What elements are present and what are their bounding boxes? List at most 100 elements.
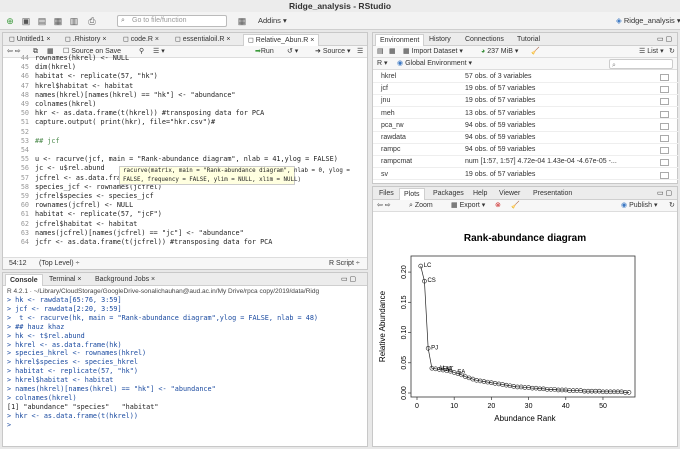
tab-tutorial[interactable]: Tutorial (517, 36, 541, 43)
code-line[interactable]: 58 species_jcf <- rownames(jcfrel) (3, 183, 162, 192)
back-arrow-icon[interactable]: ⇦ ⇨ (7, 48, 21, 55)
view-table-icon[interactable] (660, 171, 669, 179)
tab-files[interactable]: Files (379, 190, 394, 197)
save-all-icon[interactable]: ▥ (69, 16, 79, 26)
code-line[interactable]: 44 rownames(hkrel) <- NULL (3, 54, 129, 63)
open-project-icon[interactable]: ▣ (21, 16, 31, 26)
tab-rhistory[interactable]: ◻ .Rhistory × (65, 36, 107, 43)
code-line[interactable]: 50 hkr <- as.data.frame(t(hkrel)) #transp… (3, 109, 264, 118)
view-table-icon[interactable] (660, 110, 669, 118)
refresh-icon[interactable]: ↻ (669, 48, 675, 55)
refresh-icon[interactable]: ↻ (669, 202, 675, 209)
tab-untitled1[interactable]: ◻ Untitled1 × (9, 36, 51, 43)
code-line[interactable]: 60 rownames(jcfrel) <- NULL (3, 201, 133, 210)
tab-essentialoil-r[interactable]: ◻ essentialoil.R × (175, 36, 231, 43)
view-table-icon[interactable] (660, 135, 669, 142)
minimize-icon[interactable]: ▭ ▢ (657, 190, 673, 197)
environment-row[interactable]: pca_rw 94 obs. of 59 variables (373, 121, 679, 132)
code-line[interactable]: 56 jc <- u$rel.abund (3, 164, 105, 173)
open-workspace-icon[interactable]: ▤ (377, 48, 384, 55)
run-button[interactable]: ➡Run (255, 48, 274, 55)
print-icon[interactable]: ⎙ (88, 16, 96, 26)
save-workspace-icon[interactable]: ▦ (389, 48, 396, 55)
tab-environment[interactable]: Environment (375, 34, 425, 46)
environment-row[interactable]: rawdata 94 obs. of 59 variables (373, 133, 679, 144)
publish-button[interactable]: ◉ Publish ▾ (621, 202, 658, 209)
tab-presentation[interactable]: Presentation (533, 190, 573, 197)
source-button[interactable]: ➜ Source ▾ (315, 48, 351, 55)
tab-relative-abun-r[interactable]: ◻ Relative_Abun.R × (243, 34, 320, 46)
tab-console[interactable]: Console (5, 274, 43, 286)
previous-plot-icon[interactable]: ⇦ ⇨ (377, 202, 391, 209)
save-file-icon[interactable]: ▦ (47, 48, 54, 55)
code-line[interactable]: 64 jcfr <- as.data.frame(t(jcfrel)) #tran… (3, 238, 273, 247)
view-table-icon[interactable] (660, 159, 669, 167)
scope-selector[interactable]: (Top Level) ÷ (39, 260, 80, 267)
tab-viewer[interactable]: Viewer (499, 190, 521, 197)
clear-workspace-icon[interactable]: 🧹 (531, 48, 540, 55)
list-view-button[interactable]: ☰ List ▾ (639, 48, 664, 55)
format-icon[interactable]: ☰ ▾ (153, 48, 165, 55)
tab-code-r[interactable]: ◻ code.R × (123, 36, 159, 43)
environment-row[interactable]: rampc 94 obs. of 59 variables (373, 145, 679, 156)
language-selector[interactable]: R ▾ (377, 60, 388, 67)
environment-search-input[interactable]: ⌕ (609, 59, 673, 69)
grid-icon[interactable]: ▦ (237, 16, 247, 26)
environment-row[interactable]: hkrel 57 obs. of 3 variables (373, 72, 679, 83)
export-button[interactable]: ▦ Export ▾ (451, 202, 486, 209)
remove-plot-icon[interactable]: ⊗ (495, 202, 501, 209)
console-output[interactable]: > hk <- rawdata[65:76, 3:59] > jcf <- raw… (3, 296, 367, 446)
code-line[interactable]: 54 (3, 146, 35, 155)
view-table-icon[interactable] (660, 98, 669, 106)
code-line[interactable]: 61 habitat <- replicate(57, "jcF") (3, 210, 162, 219)
tab-background-jobs[interactable]: Background Jobs × (95, 276, 156, 283)
code-line[interactable]: 46 habitat <- replicate(57, "hk") (3, 72, 158, 81)
source-on-save-checkbox[interactable]: ☐ Source on Save (63, 48, 122, 55)
view-table-icon[interactable] (660, 122, 669, 130)
code-line[interactable]: 52 (3, 128, 35, 137)
code-line[interactable]: 57 jcfrel <- as.data.frame(jc) (3, 174, 146, 183)
environment-row[interactable]: sv 19 obs. of 57 variables (373, 170, 679, 181)
tab-plots[interactable]: Plots (399, 188, 425, 200)
tab-packages[interactable]: Packages (433, 190, 464, 197)
rerun-icon[interactable]: ↺ ▾ (287, 48, 299, 55)
minimize-icon[interactable]: ▭ ▢ (341, 276, 357, 283)
environment-row[interactable]: jcf 19 obs. of 57 variables (373, 84, 679, 95)
import-dataset-button[interactable]: ▦ Import Dataset ▾ (403, 48, 463, 55)
clear-plots-icon[interactable]: 🧹 (511, 202, 520, 209)
code-line[interactable]: 55 u <- racurve(jcf, main = "Rank-abundan… (3, 155, 338, 164)
show-in-window-icon[interactable]: ⧉ (33, 48, 38, 55)
environment-row[interactable]: jnu 19 obs. of 57 variables (373, 96, 679, 108)
file-type-selector[interactable]: R Script ÷ (329, 260, 360, 267)
save-icon[interactable]: ▦ (53, 16, 63, 26)
code-line[interactable]: 51 capture.output( print(hkr), file="hkr.… (3, 118, 215, 127)
view-table-icon[interactable] (660, 147, 669, 155)
memory-usage[interactable]: ◕ 237 MiB ▾ (481, 48, 519, 55)
environment-row[interactable]: meh 13 obs. of 57 variables (373, 109, 679, 120)
new-file-icon[interactable]: ⊕ (6, 16, 14, 26)
environment-row[interactable]: rampcmat num [1:57, 1:57] 4.72e-04 1.43e-… (373, 157, 679, 169)
addins-button[interactable]: Addins ▾ (258, 16, 287, 25)
code-line[interactable]: 45 dim(hkrel) (3, 63, 76, 72)
project-menu[interactable]: ◈ Ridge_analysis ▾ (616, 16, 680, 25)
tab-history[interactable]: History (429, 36, 451, 43)
tab-help[interactable]: Help (473, 190, 488, 197)
magic-wand-icon[interactable]: ⚲ (139, 48, 145, 55)
code-line[interactable]: 53 ## jcf (3, 137, 60, 146)
tab-terminal[interactable]: Terminal × (49, 276, 82, 283)
view-table-icon[interactable] (660, 86, 669, 94)
outline-icon[interactable]: ☰ (357, 48, 364, 55)
goto-file-input[interactable]: ⌕ Go to file/function (117, 15, 227, 27)
code-line[interactable]: 59 jcfrel$species <- species_jcf (3, 192, 154, 201)
code-line[interactable]: 63 names(jcfrel)[names(jcfrel) == "jc"] <… (3, 229, 244, 238)
minimize-icon[interactable]: ▭ ▢ (657, 36, 673, 43)
view-table-icon[interactable] (660, 74, 669, 81)
open-file-icon[interactable]: ▤ (37, 16, 47, 26)
code-line[interactable]: 48 names(hkrel)[names(hkrel) == "hk"] <- … (3, 91, 236, 100)
code-line[interactable]: 49 colnames(hkrel) (3, 100, 97, 109)
tab-connections[interactable]: Connections (465, 36, 504, 43)
code-line[interactable]: 62 jcfrel$habitat <- habitat (3, 220, 138, 229)
code-line[interactable]: 47 hkrel$habitat <- habitat (3, 82, 133, 91)
scope-selector[interactable]: ◉ Global Environment ▾ (397, 60, 473, 67)
code-editor[interactable]: 44 rownames(hkrel) <- NULL 45 dim(hkrel) 46 h… (3, 54, 367, 258)
